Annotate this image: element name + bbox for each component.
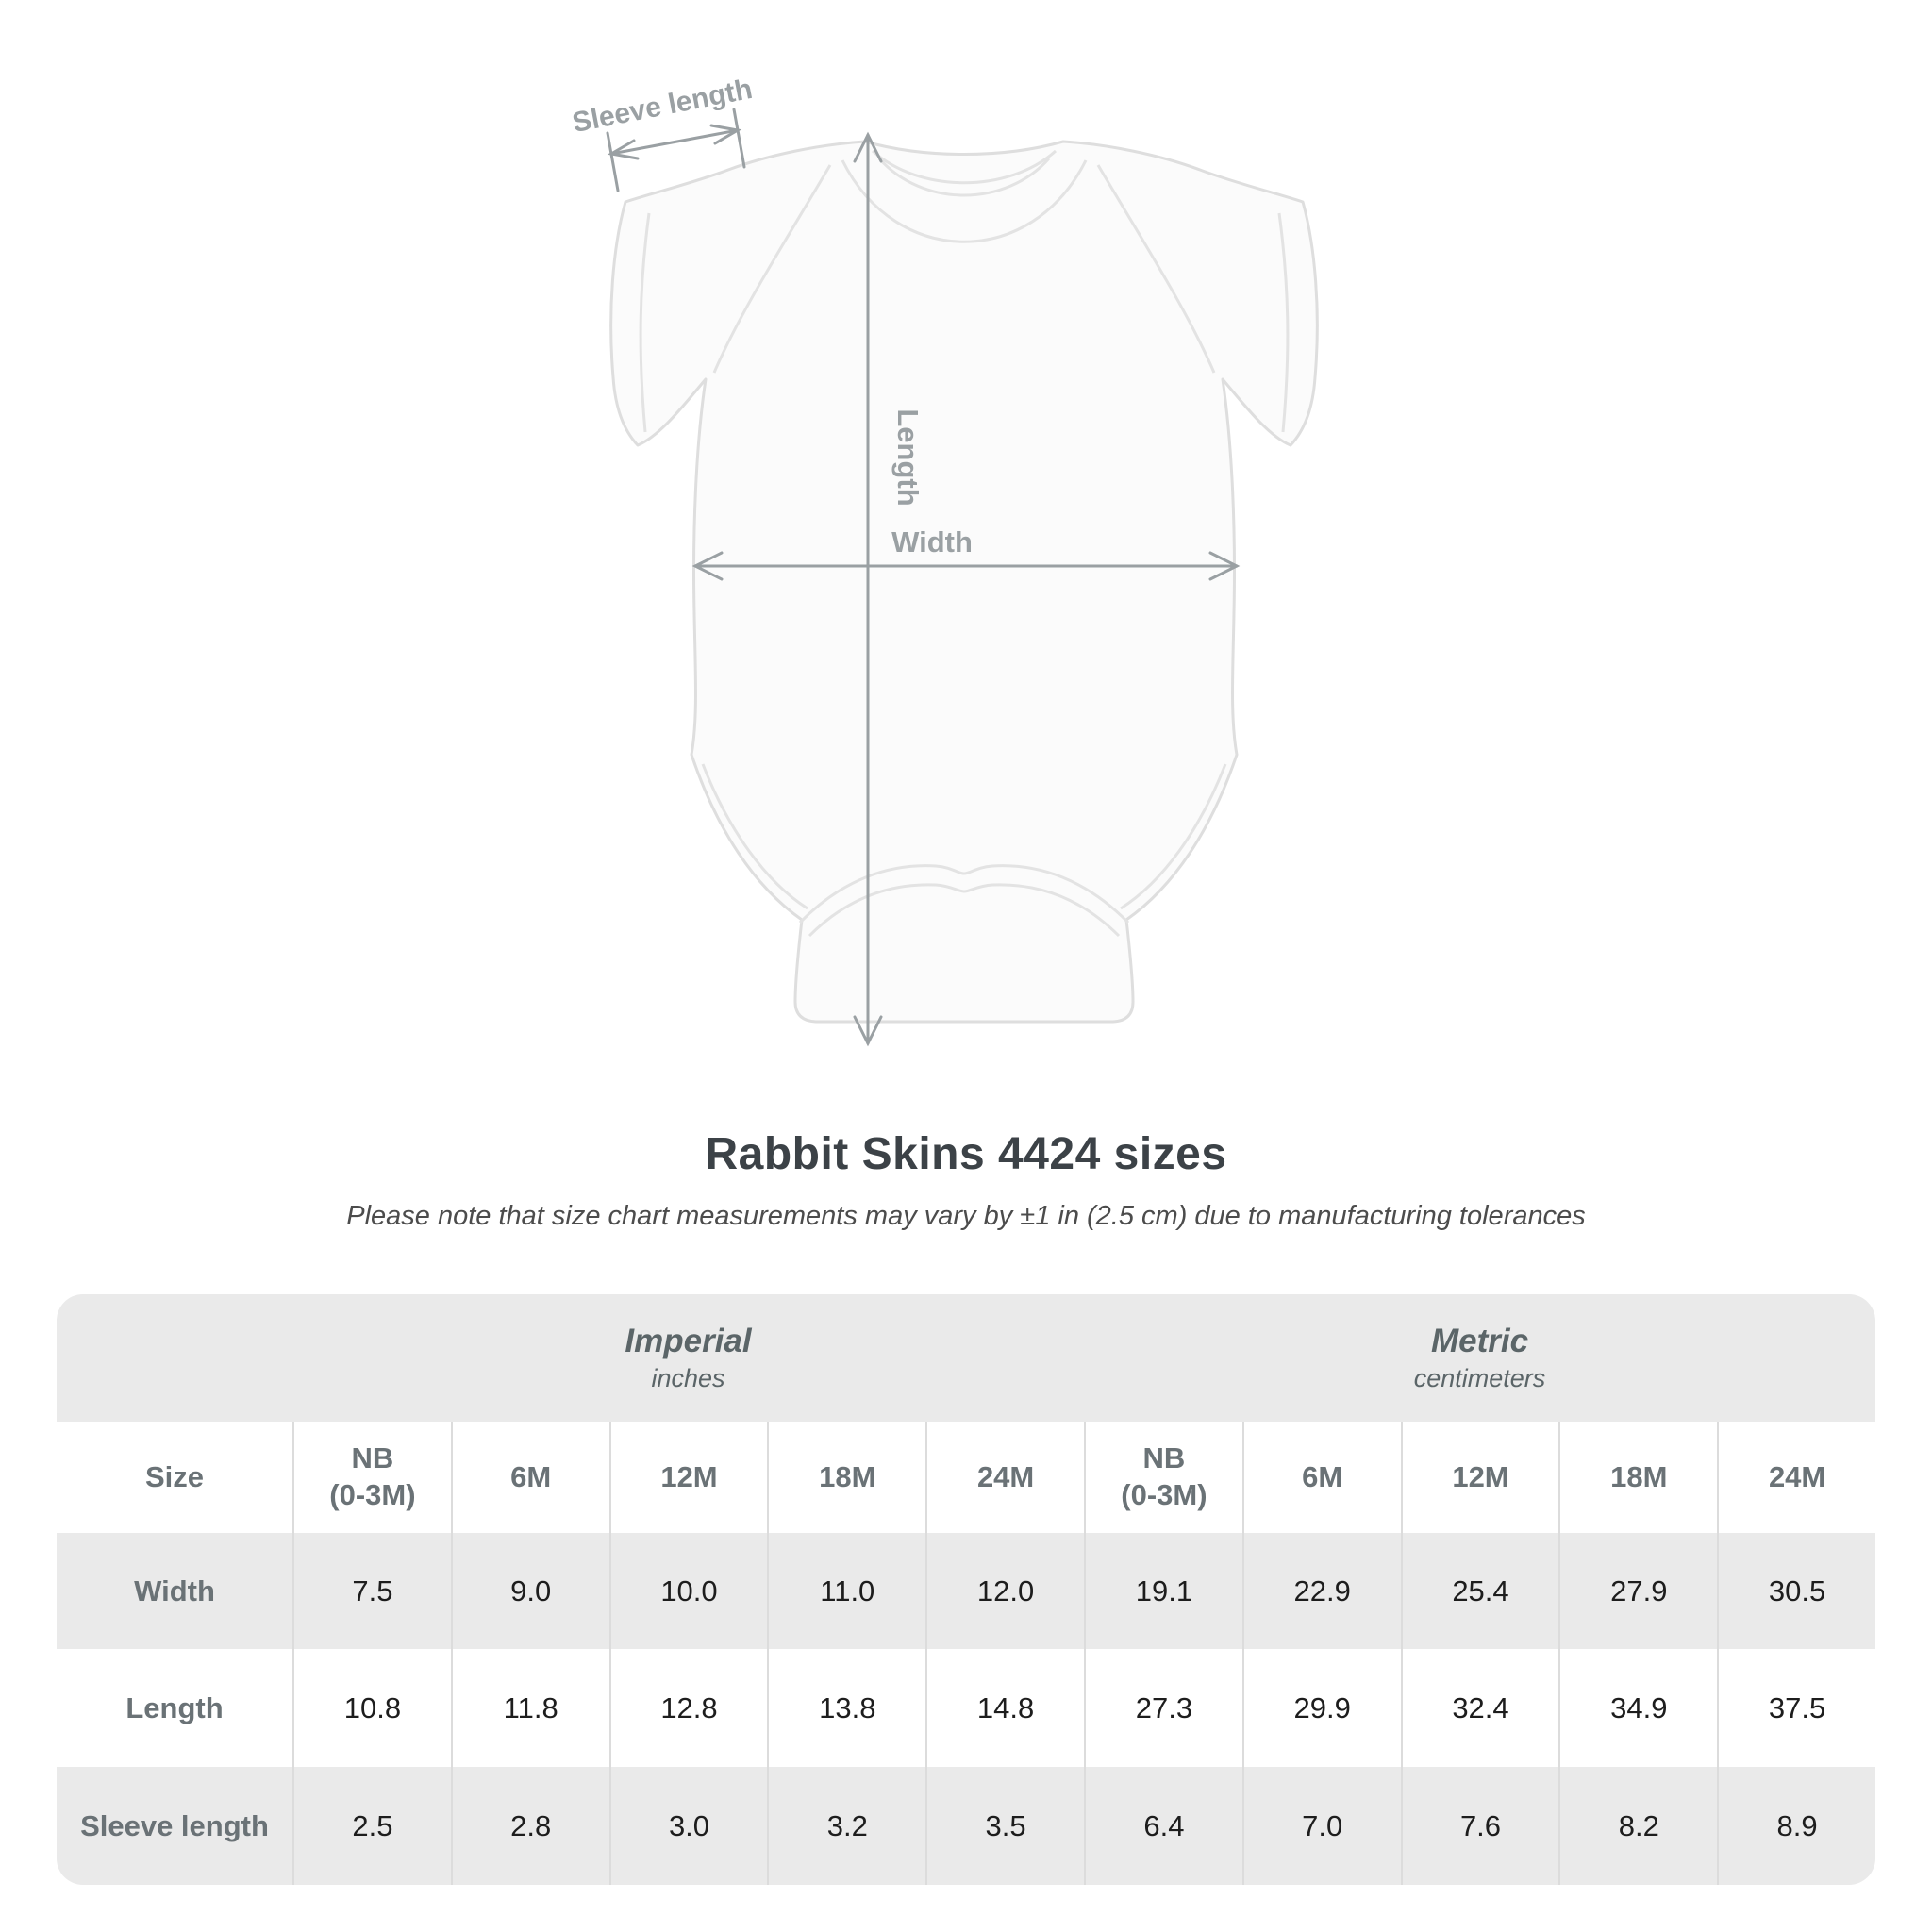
length-dimension-line [853,131,883,1047]
col-header: 6M [1241,1422,1401,1533]
metric-unit-label: centimeters [1413,1363,1546,1392]
table-cell: 2.8 [450,1767,609,1885]
length-label: Length [891,408,924,506]
onesie-graphic [609,140,1319,1024]
table-cell: 9.0 [450,1533,609,1649]
table-cell: 3.0 [608,1767,768,1885]
table-cell: 2.5 [292,1767,451,1885]
unit-group-imperial: Imperial inches [292,1294,1084,1422]
table-cell: 37.5 [1717,1649,1875,1767]
col-header: NB (0-3M) [1084,1422,1242,1533]
page-title: Rabbit Skins 4424 sizes [705,1129,1227,1179]
table-cell: 14.8 [925,1649,1084,1767]
table-cell: 11.0 [767,1533,926,1649]
table-cell: 11.8 [450,1649,609,1767]
table-cell: 7.5 [292,1533,451,1649]
tolerance-note: Please note that size chart measurements… [346,1201,1586,1231]
table-cell: 34.9 [1558,1649,1718,1767]
table-cell: 3.2 [767,1767,926,1885]
table-cell: 6.4 [1084,1767,1242,1885]
table-cell: 8.2 [1558,1767,1718,1885]
row-label-sleeve-length: Sleeve length [57,1767,292,1885]
width-label: Width [891,525,973,558]
table-cell: 32.4 [1400,1649,1559,1767]
sleeve-length-dimension-line [606,108,746,192]
col-header: 24M [925,1422,1084,1533]
imperial-label: Imperial [625,1323,752,1360]
col-header: NB (0-3M) [292,1422,451,1533]
table-cell: 10.8 [292,1649,451,1767]
size-header-label: Size [57,1422,292,1533]
row-label-length: Length [57,1649,292,1767]
metric-label: Metric [1430,1323,1529,1360]
imperial-unit-label: inches [651,1363,725,1392]
table-cell: 30.5 [1717,1533,1875,1649]
onesie-measurement-diagram: Sleeve length Length Width [570,74,1319,1047]
row-label-width: Width [57,1533,292,1649]
unit-band-corner [57,1294,292,1422]
title-block: Rabbit Skins 4424 sizes Please note that… [0,1128,1932,1232]
size-table: Imperial inches Metric centimeters Size … [57,1294,1875,1885]
col-header: 12M [608,1422,768,1533]
table-cell: 29.9 [1241,1649,1401,1767]
table-cell: 22.9 [1241,1533,1401,1649]
table-cell: 3.5 [925,1767,1084,1885]
table-cell: 8.9 [1717,1767,1875,1885]
table-cell: 27.9 [1558,1533,1718,1649]
col-header: 24M [1717,1422,1875,1533]
dimension-annotations [606,108,1241,1047]
table-cell: 10.0 [608,1533,768,1649]
col-header: 18M [767,1422,926,1533]
table-cell: 27.3 [1084,1649,1242,1767]
table-cell: 13.8 [767,1649,926,1767]
width-dimension-line [691,551,1241,581]
table-cell: 19.1 [1084,1533,1242,1649]
table-cell: 7.0 [1241,1767,1401,1885]
col-header: 12M [1400,1422,1559,1533]
table-cell: 12.8 [608,1649,768,1767]
table-cell: 7.6 [1400,1767,1559,1885]
unit-group-metric: Metric centimeters [1084,1294,1875,1422]
col-header: 18M [1558,1422,1718,1533]
col-header: 6M [450,1422,609,1533]
table-cell: 12.0 [925,1533,1084,1649]
table-cell: 25.4 [1400,1533,1559,1649]
